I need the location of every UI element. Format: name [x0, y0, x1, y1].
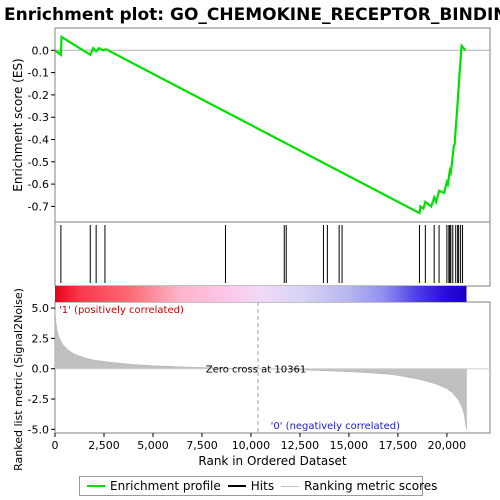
legend-swatch-ranking: [281, 485, 300, 487]
es-ytick-label: -0.7: [28, 200, 49, 213]
hits-panel-frame: [54, 221, 491, 287]
es-ytick-label: -0.5: [28, 156, 49, 169]
xtick-label: 7,500: [186, 439, 218, 452]
metric-ytick-label: -5.0: [28, 423, 49, 436]
es-ylabel: Enrichment score (ES): [11, 58, 25, 191]
legend-item-enrichment-profile: Enrichment profile: [87, 479, 221, 493]
xtick-label: 10,000: [232, 439, 271, 452]
legend-swatch-hits: [227, 485, 246, 487]
rank-color-bar: [55, 286, 467, 302]
metric-ytick-label: 5.0: [32, 302, 50, 315]
legend: Enrichment profile Hits Ranking metric s…: [79, 476, 437, 496]
positive-label: '1' (positively correlated): [59, 305, 184, 316]
legend-item-hits: Hits: [227, 479, 275, 493]
chart-title: Enrichment plot: GO_CHEMOKINE_RECEPTOR_B…: [4, 5, 500, 25]
es-ytick-label: 0.0: [32, 44, 50, 57]
negative-label: '0' (negatively correlated): [271, 421, 400, 432]
legend-item-ranking: Ranking metric scores: [281, 479, 437, 493]
ranking-metric-area: [54, 310, 467, 430]
xtick-label: 15,000: [330, 439, 369, 452]
xtick-label: 20,000: [428, 439, 467, 452]
legend-label-hits: Hits: [250, 479, 275, 493]
xtick-label: 0: [52, 439, 59, 452]
xtick-label: 2,500: [88, 439, 120, 452]
zero-cross-label: Zero cross at 10361: [206, 365, 306, 376]
xtick-label: 12,500: [281, 439, 320, 452]
es-ytick-label: -0.2: [28, 89, 49, 102]
es-ytick-label: -0.6: [28, 178, 49, 191]
xtick-label: 17,500: [379, 439, 418, 452]
es-ytick-label: -0.4: [28, 133, 49, 146]
metric-ylabel: Ranked list metric (Signal2Noise): [12, 288, 25, 471]
xtick-label: 5,000: [137, 439, 169, 452]
es-ytick-label: -0.3: [28, 111, 49, 124]
metric-ytick-label: 0.0: [32, 363, 50, 376]
xlabel: Rank in Ordered Dataset: [198, 454, 346, 468]
metric-ytick-label: -2.5: [28, 393, 49, 406]
enrichment-profile-line: [54, 34, 467, 215]
metric-ytick-label: 2.5: [32, 332, 50, 345]
legend-swatch-enrichment: [87, 485, 105, 487]
legend-label-enrichment: Enrichment profile: [110, 479, 221, 493]
es-ytick-label: -0.1: [28, 67, 49, 80]
legend-label-ranking: Ranking metric scores: [304, 479, 438, 493]
